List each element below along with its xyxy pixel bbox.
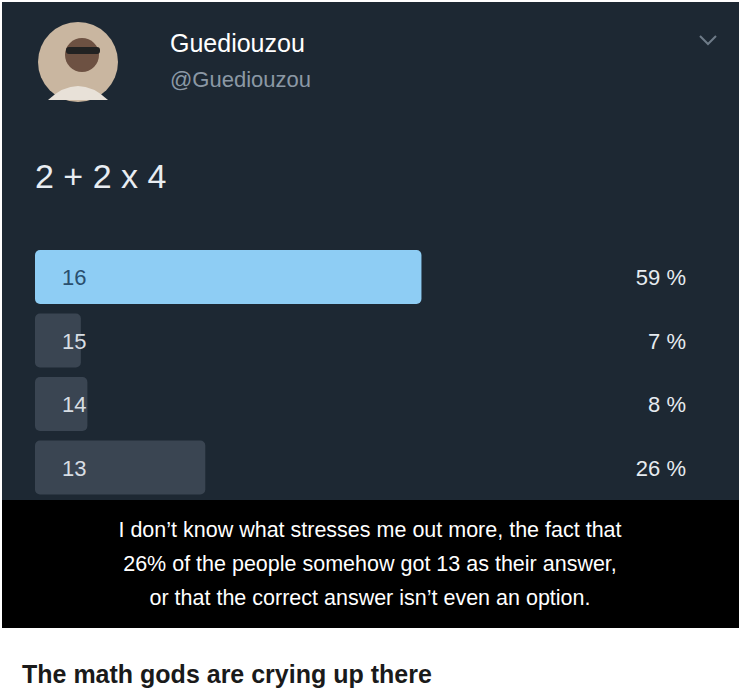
- avatar-face: [65, 38, 99, 72]
- user-name: Guediouzou: [170, 29, 305, 57]
- page-bg: [0, 0, 741, 697]
- option-percent: 26 %: [636, 456, 686, 481]
- option-percent: 59 %: [636, 265, 686, 290]
- option-label: 14: [62, 392, 86, 417]
- caption-bg: [2, 500, 739, 628]
- poll-bar: [35, 377, 87, 431]
- option-label: 13: [62, 456, 86, 481]
- menu-chevron: [700, 36, 716, 44]
- caption-line: 26% of the people somehow got 13 as thei…: [123, 552, 617, 576]
- footer-text: The math gods are crying up there: [22, 660, 432, 688]
- option-percent: 8 %: [648, 392, 686, 417]
- option-label: 15: [62, 329, 86, 354]
- poll-bar: [35, 250, 421, 304]
- avatar-glasses: [66, 47, 100, 54]
- bars: [35, 250, 421, 495]
- avatar: [38, 22, 118, 102]
- caption-line: I don’t know what stresses me out more, …: [118, 518, 621, 542]
- poll-bar: [35, 441, 205, 495]
- option-percent: 7 %: [648, 329, 686, 354]
- avatar-shirt: [48, 86, 108, 100]
- poll-question: 2 + 2 x 4: [35, 157, 166, 195]
- option-label: 16: [62, 265, 86, 290]
- caption-line: or that the correct answer isn’t even an…: [150, 586, 591, 610]
- tweet-bg: [2, 2, 739, 500]
- user-handle: @Guediouzou: [170, 67, 311, 92]
